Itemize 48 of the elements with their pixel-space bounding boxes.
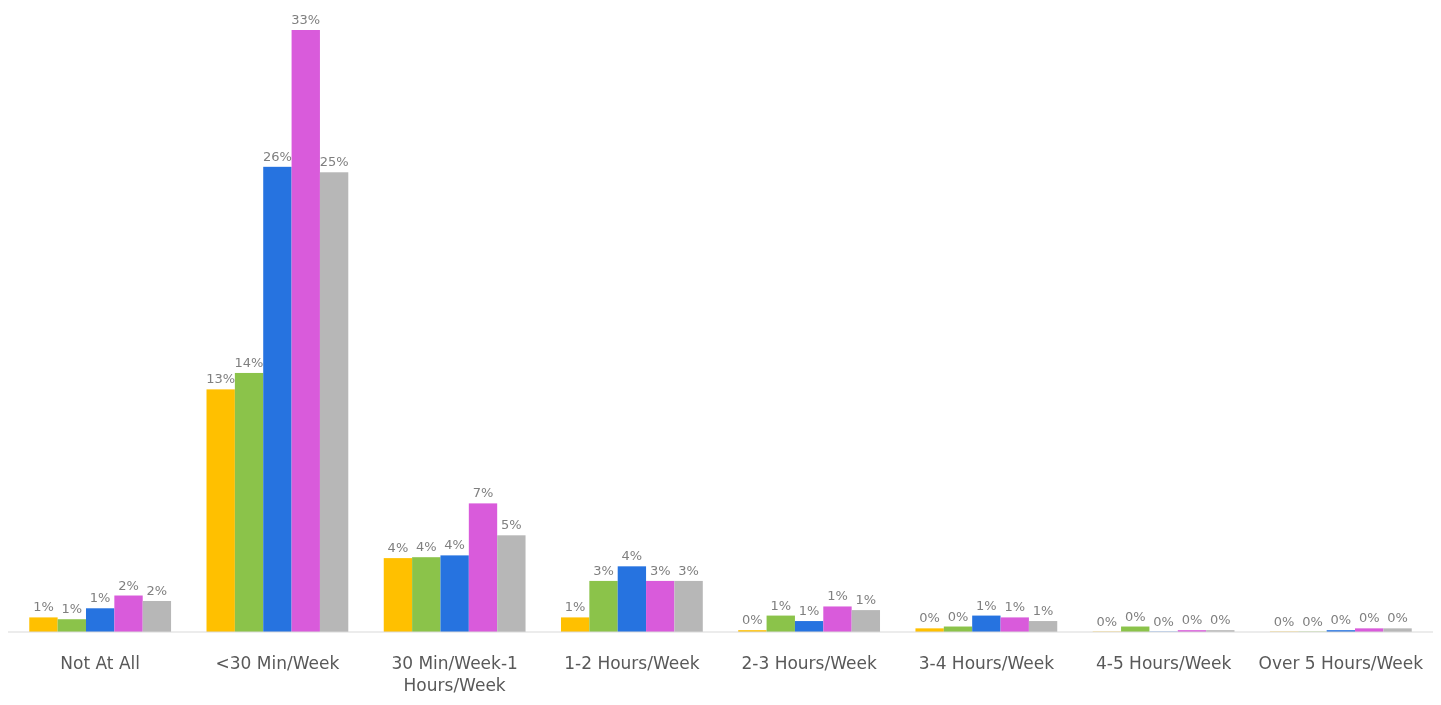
data-label: 3% <box>593 562 614 578</box>
data-label: 4% <box>415 539 437 555</box>
data-label: 13% <box>206 371 236 387</box>
data-label: 7% <box>472 485 494 501</box>
data-label: 1% <box>976 597 997 613</box>
data-label: 1% <box>33 599 54 615</box>
data-label: 0% <box>947 608 969 624</box>
data-label: 1% <box>1032 603 1054 619</box>
data-label: 1% <box>564 599 586 615</box>
data-label: 0% <box>1358 610 1380 626</box>
x-tick-label: Not At All <box>60 653 140 673</box>
data-label: 26% <box>262 148 292 164</box>
data-label: 1% <box>1004 599 1026 615</box>
data-label: 0% <box>1153 613 1174 629</box>
data-label: 1% <box>770 597 792 613</box>
data-label: 0% <box>1330 612 1352 628</box>
data-label: 4% <box>621 548 643 564</box>
data-label: 1% <box>61 601 83 617</box>
x-tick-label: 1-2 Hours/Week <box>564 653 700 673</box>
data-label: 0% <box>1273 613 1295 629</box>
x-tick-label: 30 Min/Week-1 Hours/Week <box>391 653 518 695</box>
x-tick-label: 4-5 Hours/Week <box>1095 653 1232 673</box>
x-tick-label: 3-4 Hours/Week <box>918 653 1055 673</box>
data-label: 0% <box>1096 613 1118 629</box>
data-label: 3% <box>678 562 699 578</box>
data-label: 1% <box>855 592 877 608</box>
x-tick-label: 2-3 Hours/Week <box>741 653 877 673</box>
data-label: 1% <box>798 603 820 619</box>
data-label: 0% <box>742 612 763 628</box>
data-label: 0% <box>1302 613 1323 629</box>
x-tick-label: Over 5 Hours/Week <box>1258 653 1424 673</box>
data-label: 3% <box>649 562 671 578</box>
data-label: 0% <box>1124 608 1146 624</box>
data-label: 33% <box>291 12 321 27</box>
x-tick-label: <30 Min/Week <box>215 653 340 673</box>
data-label: 14% <box>234 354 264 370</box>
data-label: 2% <box>118 577 139 593</box>
data-label: 0% <box>1387 610 1408 626</box>
data-label: 2% <box>146 582 168 598</box>
data-label: 1% <box>827 588 848 604</box>
data-label: 4% <box>444 537 465 553</box>
data-label: 0% <box>1181 612 1203 628</box>
data-label: 4% <box>387 540 409 556</box>
data-label: 25% <box>319 154 349 170</box>
data-label: 0% <box>919 610 940 626</box>
data-label: 0% <box>1210 612 1231 628</box>
data-label: 5% <box>501 517 522 533</box>
data-label: 1% <box>89 590 111 606</box>
